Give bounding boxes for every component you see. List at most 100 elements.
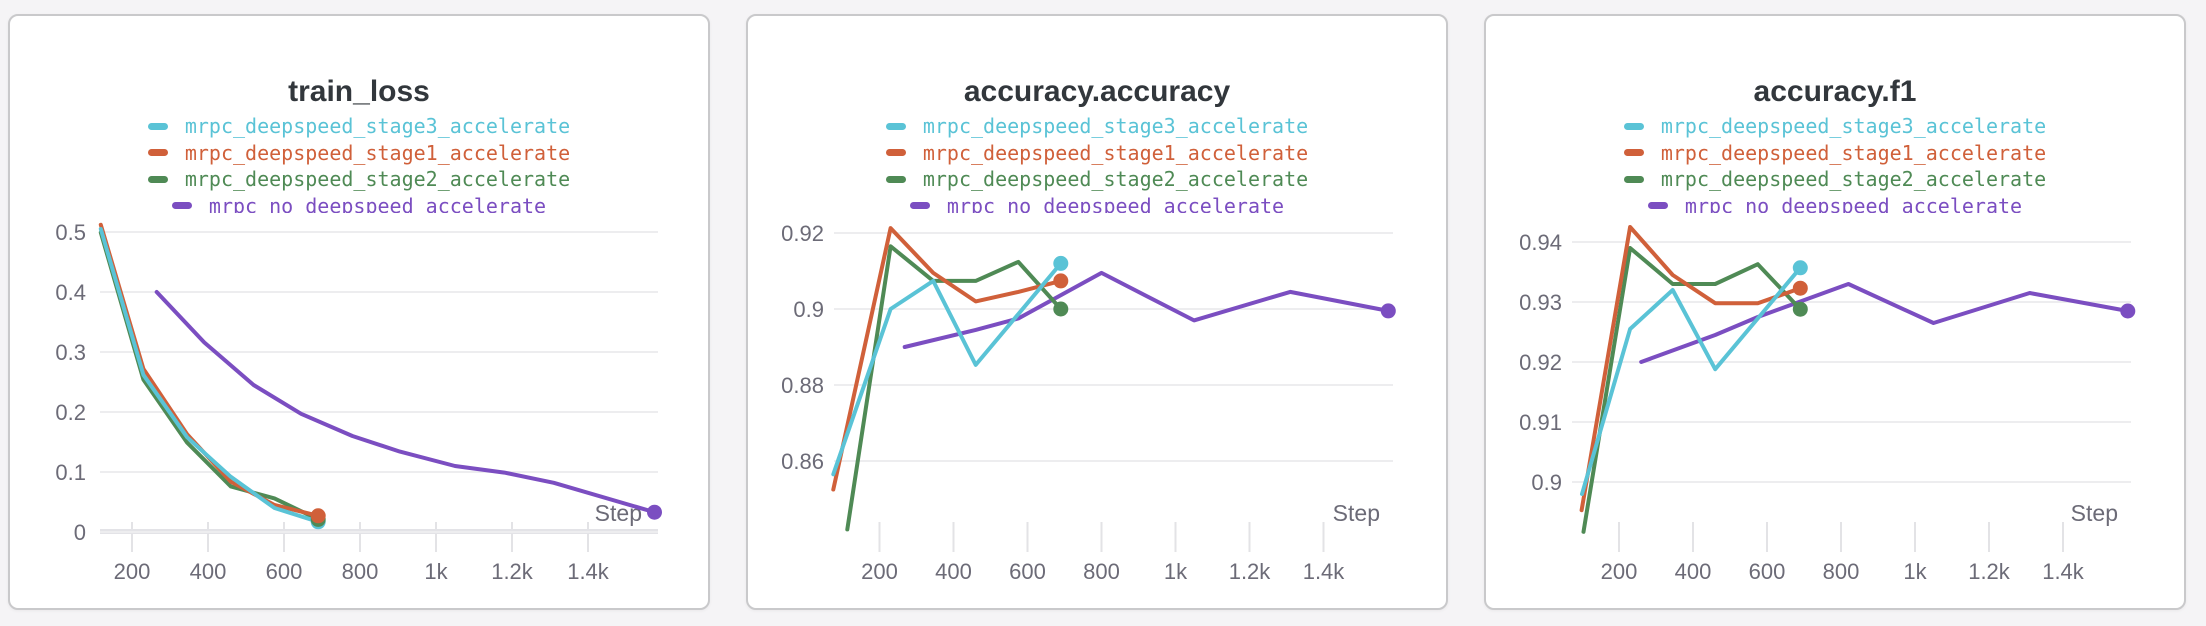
x-axis-tick-label: 600 — [1009, 559, 1046, 584]
series-line[interactable] — [845, 244, 1063, 532]
y-axis-tick-label: 0 — [74, 520, 86, 545]
series-line[interactable] — [831, 226, 1063, 492]
x-axis-tick-label: 200 — [861, 559, 898, 584]
series-line[interactable] — [831, 261, 1063, 477]
chart-legend: mrpc_deepspeed_stage3_accelerate mrpc_dee… — [10, 113, 708, 213]
series-end-dot[interactable] — [1792, 280, 1808, 296]
legend-item[interactable]: mrpc no deepspeed accelerate — [171, 193, 547, 214]
accuracy-f1-plot[interactable]: 0.94 0.93 0.92 0.91 0.9 200 400 600 800 1k 1.2k 1.4… — [1486, 16, 2188, 612]
x-axis-tick-label: 800 — [342, 559, 379, 584]
series-line[interactable] — [1579, 225, 1803, 513]
x-axis-tick-label: 1k — [424, 559, 448, 584]
x-axis-tick-label: 800 — [1083, 559, 1120, 584]
legend-item[interactable]: mrpc_deepspeed_stage3_accelerate — [147, 113, 571, 140]
legend-label: mrpc_deepspeed_stage1_accelerate — [184, 140, 571, 165]
x-axis-tick-label: 200 — [1601, 559, 1638, 584]
series-end-dot[interactable] — [1053, 273, 1069, 289]
legend-item[interactable]: mrpc_deepspeed_stage2_accelerate — [885, 166, 1308, 193]
chart-title-accuracy-f1: accuracy.f1 — [1753, 75, 1917, 108]
x-axis-tick-label: 1.2k — [1229, 559, 1272, 584]
legend-swatch-icon — [909, 202, 930, 210]
legend-item[interactable]: mrpc_deepspeed_stage3_accelerate — [1623, 113, 2047, 140]
legend-item[interactable]: mrpc_deepspeed_stage2_accelerate — [147, 166, 571, 193]
y-axis-tick-label: 0.91 — [1519, 410, 1562, 435]
x-axis-title: Step — [595, 500, 642, 526]
y-axis-tick-label: 0.9 — [793, 297, 824, 322]
series-end-dot[interactable] — [647, 504, 662, 520]
chart-title-accuracy-accuracy: accuracy.accuracy — [963, 75, 1231, 108]
chart-legend: mrpc_deepspeed_stage3_accelerate mrpc_dee… — [1486, 113, 2184, 213]
x-axis-tick-label: 400 — [935, 559, 972, 584]
legend-swatch-icon — [1623, 122, 1644, 130]
legend-label: mrpc_deepspeed_stage2_accelerate — [1660, 167, 2047, 191]
x-axis-tick-label: 1.2k — [491, 559, 534, 584]
x-axis-tick-label: 400 — [190, 559, 227, 584]
x-axis-tick-label: 400 — [1675, 559, 1712, 584]
series-line[interactable] — [902, 270, 1391, 349]
y-axis-tick-label: 0.92 — [781, 221, 824, 246]
legend-item[interactable]: mrpc_deepspeed_stage3_accelerate — [885, 113, 1309, 140]
x-axis-title: Step — [1333, 500, 1380, 526]
y-axis-tick-label: 0.1 — [55, 460, 86, 485]
x-axis-tick-label: 1k — [1164, 559, 1188, 584]
legend-swatch-icon — [147, 122, 168, 130]
series-line[interactable] — [98, 227, 321, 524]
legend-label: mrpc_deepspeed_stage2_accelerate — [184, 167, 571, 191]
y-axis-tick-label: 0.88 — [781, 373, 824, 398]
x-axis-tick-label: 800 — [1823, 559, 1860, 584]
y-axis-tick-label: 0.86 — [781, 449, 824, 474]
x-axis-tick-label: 1.4k — [2042, 559, 2085, 584]
x-axis-tick-label: 1.4k — [1303, 559, 1346, 584]
y-axis-tick-label: 0.5 — [55, 220, 86, 245]
legend-item[interactable]: mrpc_deepspeed_stage1_accelerate — [885, 140, 1309, 167]
legend-swatch-icon — [1623, 149, 1644, 157]
series-line[interactable] — [1580, 265, 1803, 496]
x-axis-tick-label: 1k — [1903, 559, 1927, 584]
legend-swatch-icon — [171, 202, 192, 210]
chart-legend: mrpc_deepspeed_stage3_accelerate mrpc_dee… — [748, 113, 1446, 213]
chart-panels-row: train_loss mrpc_deepspeed_stage3_acceler… — [8, 14, 2186, 610]
y-axis-tick-label: 0.94 — [1519, 230, 1562, 255]
y-axis-tick-label: 0.4 — [55, 280, 86, 305]
panel-train-loss: train_loss mrpc_deepspeed_stage3_acceler… — [8, 14, 710, 610]
x-axis-tick-label: 600 — [266, 559, 303, 584]
legend-item[interactable]: mrpc_deepspeed_stage1_accelerate — [147, 140, 571, 167]
legend-label: mrpc_deepspeed_stage3_accelerate — [922, 114, 1309, 138]
legend-swatch-icon — [885, 149, 906, 157]
legend-swatch-icon — [147, 175, 168, 183]
legend-swatch-icon — [1623, 175, 1644, 183]
x-axis-tick-label: 200 — [114, 559, 151, 584]
train-loss-plot[interactable]: 0.5 0.4 0.3 0.2 0.1 0 200 400 600 800 1k 1.2k 1.4k St… — [10, 16, 712, 612]
series-line[interactable] — [1639, 282, 2130, 364]
legend-label: mrpc_deepspeed_stage3_accelerate — [184, 114, 571, 138]
legend-item[interactable]: mrpc_deepspeed_stage2_accelerate — [1623, 166, 2047, 193]
series-end-dot[interactable] — [2120, 303, 2136, 319]
series-line[interactable] — [98, 230, 321, 522]
legend-label: mrpc no deepspeed accelerate — [946, 193, 1285, 214]
y-axis-tick-label: 0.9 — [1531, 470, 1562, 495]
series-end-dot[interactable] — [310, 508, 326, 524]
series-end-dot[interactable] — [1792, 260, 1808, 276]
y-axis-tick-label: 0.92 — [1519, 350, 1562, 375]
panel-accuracy-f1: accuracy.f1 mrpc_deepspeed_stage3_accele… — [1484, 14, 2186, 610]
series-end-dot[interactable] — [1053, 301, 1069, 317]
legend-label: mrpc no deepspeed accelerate — [208, 193, 547, 214]
legend-item[interactable]: mrpc_deepspeed_stage1_accelerate — [1623, 140, 2046, 167]
legend-swatch-icon — [885, 122, 906, 130]
series-end-dot[interactable] — [1380, 303, 1396, 319]
series-end-dot[interactable] — [1792, 301, 1808, 317]
legend-label: mrpc_deepspeed_stage3_accelerate — [1660, 114, 2047, 138]
series-line[interactable] — [1581, 246, 1803, 534]
x-axis-tick-label: 1.4k — [567, 559, 610, 584]
legend-label: mrpc_deepspeed_stage1_accelerate — [922, 140, 1309, 165]
x-axis-title: Step — [2071, 500, 2118, 526]
accuracy-accuracy-plot[interactable]: 0.92 0.9 0.88 0.86 200 400 600 800 1k 1.2k 1.4k Ste… — [748, 16, 1450, 612]
legend-swatch-icon — [1647, 202, 1668, 210]
series-line[interactable] — [154, 290, 657, 515]
legend-item[interactable]: mrpc no deepspeed accelerate — [1647, 193, 2022, 213]
series-end-dot[interactable] — [1053, 255, 1069, 271]
y-axis-tick-label: 0.3 — [55, 340, 86, 365]
legend-item[interactable]: mrpc no deepspeed accelerate — [909, 193, 1285, 214]
legend-swatch-icon — [885, 175, 906, 183]
